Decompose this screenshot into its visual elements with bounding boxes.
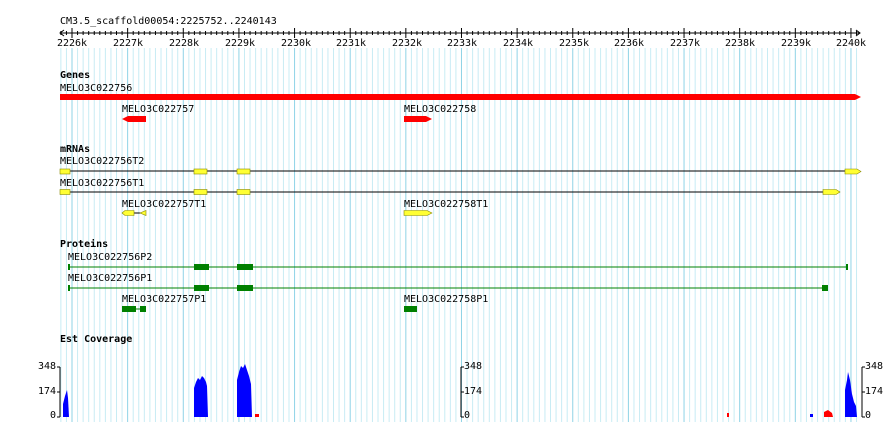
- coverage-peak: [845, 372, 857, 417]
- coverage-peak-minor: [255, 414, 259, 417]
- ruler-tick-label: 2237k: [669, 38, 701, 49]
- protein-label[interactable]: MELO3C022756P2: [68, 252, 153, 263]
- coverage-scale-mid: 174: [464, 386, 483, 397]
- mrna-feature[interactable]: [403, 210, 433, 216]
- coverage-peak-minor: [824, 410, 833, 417]
- coverage-scale-min: 0: [464, 410, 471, 421]
- coverage-scale-bars: [57, 366, 865, 418]
- ruler-tick-label: 2236k: [613, 38, 645, 49]
- ruler-tick-label: 2234k: [502, 38, 534, 49]
- proteins-track-title: Proteins: [60, 239, 109, 250]
- coverage-peak: [237, 364, 252, 417]
- coverage-peak: [194, 376, 208, 417]
- coverage-scale-mid: 174: [38, 386, 57, 397]
- region-label: CM3.5_scaffold00054:2225752..2240143: [60, 16, 277, 27]
- protein-feature[interactable]: [68, 285, 828, 291]
- coverage-peak: [63, 390, 69, 417]
- ruler-tick-label: 2240k: [835, 38, 867, 49]
- gene-label[interactable]: MELO3C022756: [60, 83, 133, 94]
- protein-feature[interactable]: [122, 306, 146, 312]
- ruler-right-arrow[interactable]: [855, 29, 861, 37]
- protein-label[interactable]: MELO3C022758P1: [404, 294, 489, 305]
- protein-feature[interactable]: [404, 306, 417, 312]
- coverage-peak-minor: [727, 413, 729, 417]
- coverage-scale-max: 348: [464, 361, 483, 372]
- mrna-label[interactable]: MELO3C022756T1: [60, 178, 145, 189]
- gene-label[interactable]: MELO3C022757: [122, 104, 195, 115]
- ruler-tick-label: 2231k: [335, 38, 367, 49]
- protein-feature[interactable]: [68, 264, 848, 270]
- gene-label[interactable]: MELO3C022758: [404, 104, 477, 115]
- mrna-feature[interactable]: [59, 189, 841, 195]
- ruler-ticks: [60, 28, 858, 38]
- ruler-tick-label: 2235k: [558, 38, 590, 49]
- ruler-left-arrow[interactable]: [59, 29, 65, 37]
- coverage-scale-max: 348: [38, 361, 57, 372]
- coverage-track-title: Est Coverage: [60, 334, 133, 345]
- protein-label[interactable]: MELO3C022756P1: [68, 273, 153, 284]
- ruler-tick-label: 2230k: [280, 38, 312, 49]
- ruler-tick-label: 2227k: [112, 38, 144, 49]
- ruler-tick-label: 2229k: [224, 38, 256, 49]
- coverage-scale-min: 0: [50, 410, 57, 421]
- mrna-label[interactable]: MELO3C022756T2: [60, 156, 145, 167]
- mrna-feature[interactable]: [121, 210, 147, 216]
- ruler-tick-label: 2226k: [56, 38, 88, 49]
- genes-track-title: Genes: [60, 70, 91, 81]
- ruler-tick-label: 2233k: [446, 38, 478, 49]
- coverage-peak-minor: [810, 414, 813, 417]
- ruler-tick-label: 2239k: [780, 38, 812, 49]
- mrna-feature[interactable]: [59, 168, 862, 175]
- mrna-label[interactable]: MELO3C022758T1: [404, 199, 489, 210]
- mrnas-track-title: mRNAs: [60, 144, 91, 155]
- ruler-tick-label: 2228k: [168, 38, 200, 49]
- coverage-scale-mid: 174: [865, 386, 884, 397]
- ruler-tick-label: 2238k: [724, 38, 756, 49]
- coverage-scale-min: 0: [865, 410, 872, 421]
- gene-feature[interactable]: [404, 116, 432, 122]
- gene-feature[interactable]: [60, 94, 861, 100]
- gene-feature[interactable]: [122, 116, 146, 122]
- ruler-tick-label: 2232k: [391, 38, 423, 49]
- coverage-scale-max: 348: [865, 361, 884, 372]
- protein-label[interactable]: MELO3C022757P1: [122, 294, 207, 305]
- mrna-label[interactable]: MELO3C022757T1: [122, 199, 207, 210]
